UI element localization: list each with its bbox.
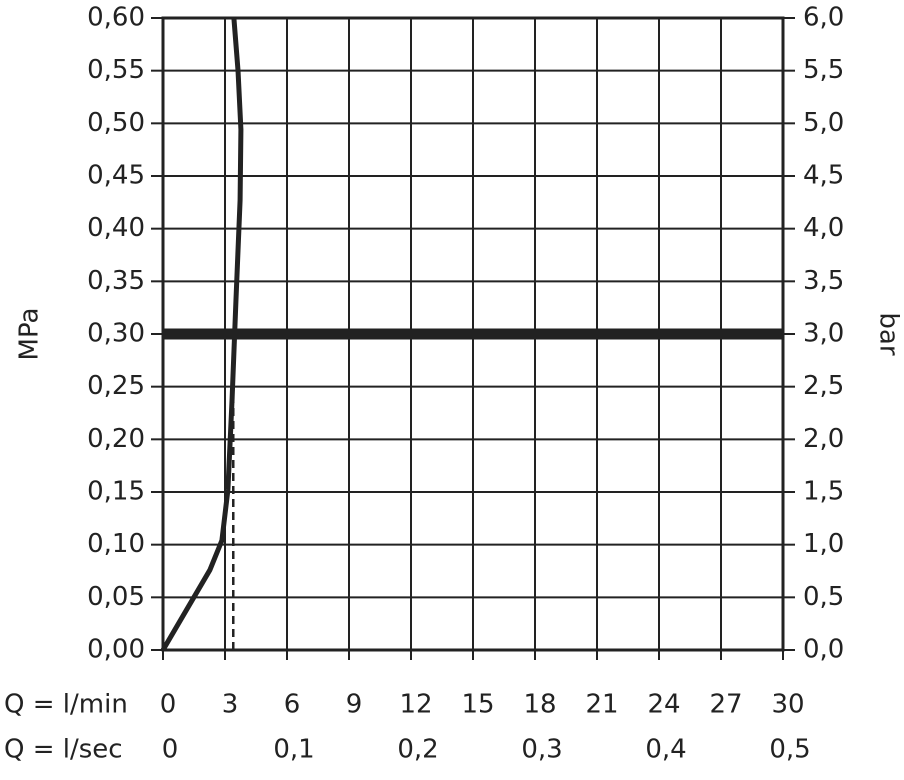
x2-tick-label: 0 bbox=[162, 735, 179, 765]
x2-tick-label: 0,2 bbox=[397, 735, 438, 765]
x2-tick-label: 0,1 bbox=[273, 735, 314, 765]
y2-tick-label: 3,0 bbox=[803, 319, 844, 349]
y-tick-label: 0,20 bbox=[87, 424, 145, 454]
x-tick-label: 27 bbox=[709, 690, 742, 720]
y2-tick-label: 2,0 bbox=[803, 424, 844, 454]
y-tick-label: 0,10 bbox=[87, 529, 145, 559]
y2-tick-label: 1,5 bbox=[803, 477, 844, 507]
x-tick-label: 0 bbox=[160, 690, 177, 720]
y-tick-label: 0,60 bbox=[87, 3, 145, 33]
y-tick-label: 0,55 bbox=[87, 55, 145, 85]
x-axis-label: Q = l/min bbox=[4, 690, 128, 720]
curve bbox=[160, 17, 244, 652]
y2-tick-label: 0,5 bbox=[803, 582, 844, 612]
x-tick-label: 9 bbox=[346, 690, 363, 720]
y-tick-label: 0,30 bbox=[87, 319, 145, 349]
y2-tick-label: 6,0 bbox=[803, 3, 844, 33]
x2-tick-label: 0,3 bbox=[521, 735, 562, 765]
y2-tick-label: 5,5 bbox=[803, 55, 844, 85]
y2-tick-label: 5,0 bbox=[803, 108, 844, 138]
x2-tick-label: 0,4 bbox=[645, 735, 686, 765]
y-axis-label: MPa bbox=[15, 308, 45, 361]
x-tick-label: 21 bbox=[585, 690, 618, 720]
x-tick-label: 18 bbox=[523, 690, 556, 720]
y2-tick-label: 3,5 bbox=[803, 266, 844, 296]
x-tick-label: 30 bbox=[771, 690, 804, 720]
y-tick-label: 0,15 bbox=[87, 477, 145, 507]
x2-tick-label: 0,5 bbox=[769, 735, 810, 765]
y-tick-label: 0,00 bbox=[87, 635, 145, 665]
y-tick-label: 0,05 bbox=[87, 582, 145, 612]
y-tick-label: 0,25 bbox=[87, 371, 145, 401]
y2-tick-label: 4,5 bbox=[803, 161, 844, 191]
x-tick-label: 24 bbox=[647, 690, 680, 720]
y-tick-label: 0,50 bbox=[87, 108, 145, 138]
y-tick-label: 0,35 bbox=[87, 266, 145, 296]
x2-axis-label: Q = l/sec bbox=[4, 735, 123, 765]
y-tick-label: 0,45 bbox=[87, 161, 145, 191]
x-tick-label: 12 bbox=[399, 690, 432, 720]
y2-tick-label: 0,0 bbox=[803, 635, 844, 665]
y2-tick-label: 4,0 bbox=[803, 213, 844, 243]
y2-tick-label: 2,5 bbox=[803, 371, 844, 401]
x-tick-label: 6 bbox=[284, 690, 301, 720]
y-tick-label: 0,40 bbox=[87, 213, 145, 243]
x-tick-label: 3 bbox=[222, 690, 239, 720]
y2-axis-label: bar bbox=[874, 312, 904, 355]
y2-tick-label: 1,0 bbox=[803, 529, 844, 559]
x-tick-label: 15 bbox=[461, 690, 494, 720]
